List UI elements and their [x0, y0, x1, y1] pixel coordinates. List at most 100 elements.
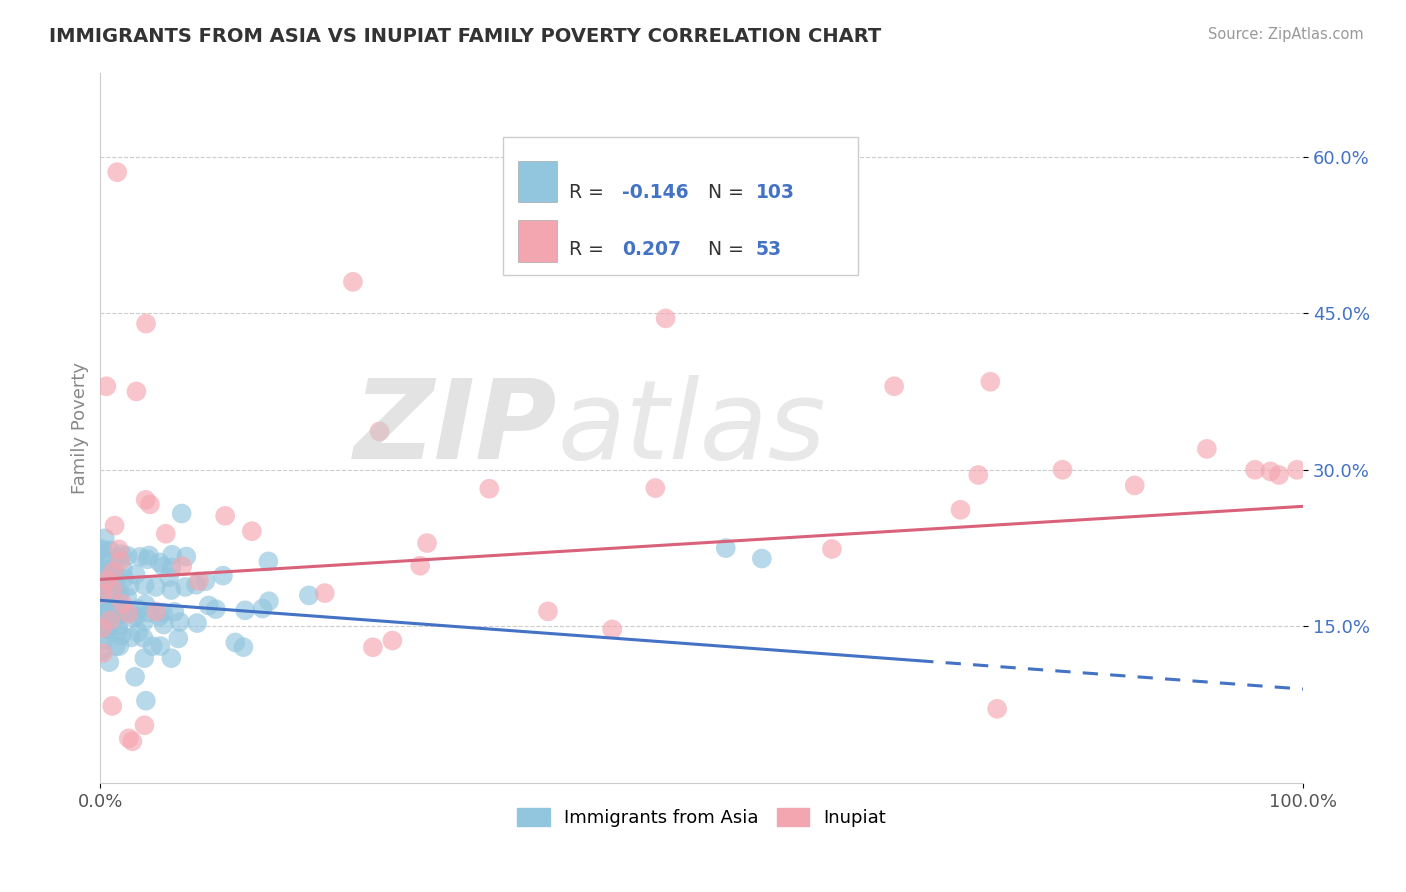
Point [91, 593, 114, 607]
Point [478, 482, 501, 496]
Point [979, 375, 1001, 389]
Point [257, 554, 280, 568]
Point [139, 497, 162, 511]
Point [152, 559, 174, 574]
Point [157, 570, 180, 584]
Point [91, 646, 114, 660]
Point [107, 604, 129, 618]
Point [194, 574, 217, 589]
Point [105, 609, 128, 624]
Point [160, 560, 183, 574]
Point [134, 651, 156, 665]
Text: R =: R = [569, 184, 610, 202]
Point [1268, 468, 1291, 483]
Point [197, 599, 219, 613]
Point [108, 639, 131, 653]
Point [142, 639, 165, 653]
Point [100, 574, 122, 589]
Point [107, 623, 129, 637]
Point [257, 594, 280, 608]
Point [172, 559, 194, 574]
Point [409, 558, 432, 573]
Point [124, 567, 146, 582]
Point [91, 542, 114, 557]
Point [342, 275, 364, 289]
Point [240, 524, 263, 539]
Point [93, 632, 115, 647]
Point [1286, 463, 1309, 477]
Point [160, 582, 183, 597]
Point [174, 580, 197, 594]
Point [91, 601, 114, 615]
Point [298, 588, 321, 602]
Point [751, 551, 773, 566]
FancyBboxPatch shape [503, 136, 858, 276]
Point [101, 698, 124, 713]
Point [138, 606, 160, 620]
Point [134, 718, 156, 732]
Point [105, 605, 128, 619]
Point [314, 586, 336, 600]
Point [112, 571, 135, 585]
Point [145, 605, 167, 619]
Point [117, 549, 139, 563]
Point [108, 608, 131, 623]
Text: Source: ZipAtlas.com: Source: ZipAtlas.com [1208, 27, 1364, 42]
Point [97, 623, 120, 637]
Text: atlas: atlas [557, 375, 825, 482]
Point [381, 633, 404, 648]
Point [416, 536, 439, 550]
Point [644, 481, 666, 495]
Point [94, 531, 117, 545]
Text: 0.207: 0.207 [623, 240, 682, 259]
Point [1195, 442, 1218, 456]
Point [122, 611, 145, 625]
Point [98, 543, 121, 558]
Y-axis label: Family Poverty: Family Poverty [72, 362, 89, 494]
Point [111, 548, 134, 562]
Point [91, 586, 114, 600]
Point [118, 731, 141, 746]
Point [214, 508, 236, 523]
Point [98, 613, 121, 627]
Text: 103: 103 [756, 184, 794, 202]
Point [121, 734, 143, 748]
Point [205, 602, 228, 616]
Point [252, 601, 274, 615]
Point [232, 640, 254, 654]
Point [98, 569, 121, 583]
Point [111, 562, 134, 576]
Point [1123, 478, 1146, 492]
Point [101, 588, 124, 602]
Point [94, 622, 117, 636]
Point [108, 554, 131, 568]
Point [986, 702, 1008, 716]
Point [104, 566, 127, 581]
Point [821, 541, 844, 556]
Point [654, 311, 676, 326]
Point [96, 625, 118, 640]
Point [537, 604, 560, 618]
Point [145, 580, 167, 594]
Point [125, 609, 148, 624]
Point [160, 651, 183, 665]
Point [967, 468, 990, 483]
Point [93, 563, 115, 577]
Text: -0.146: -0.146 [623, 184, 689, 202]
Point [104, 639, 127, 653]
Point [134, 578, 156, 592]
Point [100, 586, 122, 600]
Point [108, 542, 131, 557]
Point [233, 603, 256, 617]
Point [186, 615, 208, 630]
Point [187, 574, 209, 589]
Point [129, 549, 152, 564]
Point [90, 543, 112, 558]
Point [97, 566, 120, 581]
Point [101, 565, 124, 579]
Point [117, 607, 139, 621]
Point [107, 618, 129, 632]
Text: ZIP: ZIP [354, 375, 557, 482]
Point [136, 552, 159, 566]
Point [91, 621, 114, 635]
